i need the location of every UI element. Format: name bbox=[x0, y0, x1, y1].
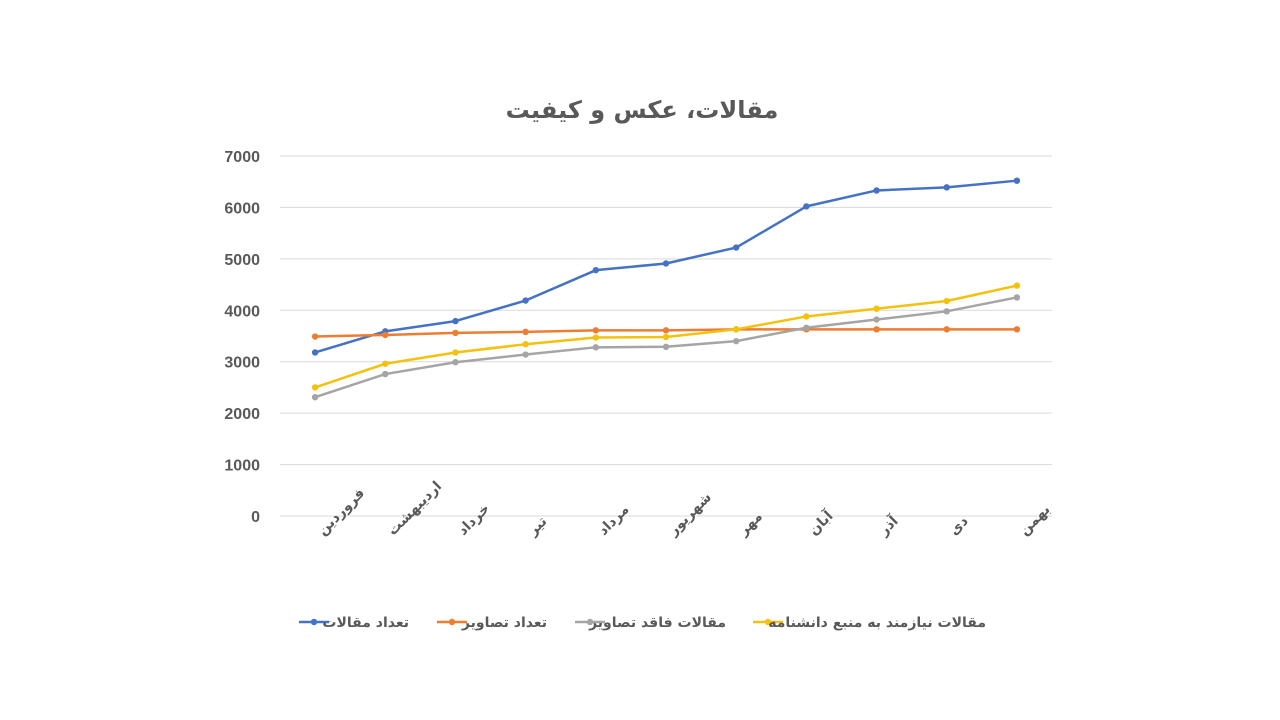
data-point bbox=[382, 360, 389, 367]
legend-dot-marker bbox=[764, 618, 772, 626]
data-point bbox=[522, 297, 529, 304]
x-tick-label: خرداد bbox=[455, 501, 493, 539]
x-tick-label: آبان bbox=[804, 506, 837, 539]
series-group bbox=[311, 294, 1021, 401]
legend-label: مقالات فاقد تصاویر bbox=[588, 615, 726, 631]
data-point bbox=[803, 313, 810, 320]
y-tick-label: 6000 bbox=[224, 200, 260, 217]
data-point bbox=[873, 326, 880, 333]
series-group bbox=[311, 177, 1021, 356]
data-point bbox=[382, 370, 389, 378]
y-tick-label: 7000 bbox=[224, 149, 260, 166]
legend-label: تعداد مقالات bbox=[322, 615, 409, 631]
data-point bbox=[452, 329, 459, 337]
data-point bbox=[522, 341, 529, 348]
x-tick-label: بهمن bbox=[1016, 502, 1053, 539]
x-tick-label: تیر bbox=[524, 514, 550, 540]
legend-item: مقالات نیازمند به منبع دانشنامه bbox=[753, 615, 986, 631]
legend-label: مقالات نیازمند به منبع دانشنامه bbox=[768, 615, 986, 631]
data-point bbox=[803, 203, 810, 210]
x-tick-label: فروردین bbox=[315, 485, 369, 539]
x-tick-label: مهر bbox=[735, 509, 766, 540]
legend-item: تعداد مقالات bbox=[299, 615, 409, 631]
data-point bbox=[592, 327, 600, 334]
data-point bbox=[311, 349, 319, 356]
data-point bbox=[311, 333, 319, 340]
y-tick-label: 3000 bbox=[224, 355, 260, 372]
data-point bbox=[1013, 282, 1021, 289]
y-tick-label: 0 bbox=[251, 509, 260, 526]
data-point bbox=[873, 187, 880, 194]
data-point bbox=[452, 349, 459, 356]
data-point bbox=[592, 344, 600, 351]
legend-dot-marker bbox=[448, 618, 456, 626]
legend-dot-marker bbox=[310, 618, 318, 626]
x-axis-ticks: فروردین اردیبهشت خرداد تیر مرداد شهریور مهر آبا… bbox=[315, 478, 1054, 539]
y-tick-label: 4000 bbox=[224, 303, 260, 320]
series-lines bbox=[311, 177, 1021, 401]
y-axis-ticks: 0 1000 2000 3000 4000 5000 6000 7000 bbox=[224, 149, 260, 526]
x-tick-label: شهریور bbox=[665, 489, 715, 539]
data-point bbox=[943, 326, 950, 333]
data-point bbox=[311, 394, 319, 401]
data-point bbox=[1013, 294, 1021, 301]
data-point bbox=[522, 351, 529, 358]
legend-dot-marker bbox=[586, 618, 594, 626]
legend: تعداد مقالات تعداد تصاویر مقالات فاقد تصاو… bbox=[299, 615, 986, 631]
gridlines bbox=[280, 155, 1052, 517]
data-point bbox=[592, 266, 600, 274]
data-point bbox=[803, 324, 810, 331]
x-tick-label: اردیبهشت bbox=[385, 478, 445, 538]
y-tick-label: 5000 bbox=[224, 252, 260, 269]
data-point bbox=[592, 334, 600, 341]
legend-item: مقالات فاقد تصاویر bbox=[575, 615, 726, 631]
data-point bbox=[522, 328, 529, 336]
chart-title: مقالات، عکس و کیفیت bbox=[506, 96, 779, 124]
x-tick-label: آذر bbox=[874, 511, 902, 539]
legend-item: تعداد تصاویر bbox=[437, 615, 547, 631]
data-point bbox=[662, 333, 670, 341]
legend-label: تعداد تصاویر bbox=[461, 615, 547, 631]
x-tick-label: دی bbox=[946, 513, 971, 538]
data-point bbox=[452, 317, 459, 325]
data-point bbox=[382, 331, 389, 339]
data-point bbox=[943, 308, 950, 315]
y-tick-label: 2000 bbox=[224, 406, 260, 423]
data-point bbox=[873, 316, 880, 323]
data-point bbox=[662, 343, 670, 350]
x-tick-label: مرداد bbox=[595, 502, 632, 539]
data-point bbox=[662, 260, 670, 267]
data-point bbox=[452, 359, 459, 366]
data-point bbox=[943, 297, 950, 305]
data-point bbox=[732, 244, 740, 251]
series-group bbox=[311, 282, 1021, 391]
data-point bbox=[732, 337, 740, 345]
data-point bbox=[662, 327, 670, 334]
data-point bbox=[311, 384, 319, 391]
data-point bbox=[943, 184, 950, 191]
y-tick-label: 1000 bbox=[224, 458, 260, 475]
data-point bbox=[1013, 177, 1021, 184]
data-point bbox=[732, 326, 740, 333]
data-point bbox=[1013, 326, 1021, 333]
data-point bbox=[873, 305, 880, 312]
